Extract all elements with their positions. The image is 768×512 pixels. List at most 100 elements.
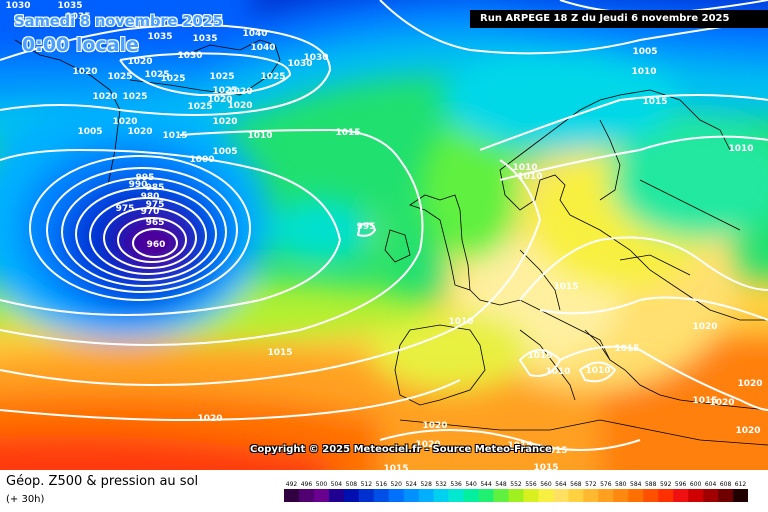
scale-label: 604 [705, 481, 717, 488]
isobar-label: 1035 [147, 32, 172, 42]
isobar-label: 1020 [415, 440, 440, 450]
isobar-label: 1020 [127, 57, 152, 67]
scale-swatch [703, 489, 719, 502]
lead-time: (+ 30h) [6, 494, 45, 505]
isobar-label: 1015 [162, 131, 187, 141]
isobar-label: 1010 [517, 172, 542, 182]
isobar-label: 1020 [92, 92, 117, 102]
isobar-label: 1010 [448, 317, 473, 327]
scale-swatch [493, 489, 509, 502]
coastlines [14, 39, 768, 446]
isobar-label: 1020 [422, 421, 447, 431]
isobar-label: 1030 [5, 1, 30, 11]
isobar-label: 1005 [77, 127, 102, 137]
scale-label: 512 [361, 481, 373, 488]
scale-label: 540 [465, 481, 477, 488]
scale-swatch [568, 489, 584, 502]
scale-swatch [658, 489, 674, 502]
model-run-info: Run ARPEGE 18 Z du Jeudi 6 novembre 2025 [470, 10, 768, 28]
isobar-label: 975 [116, 204, 135, 214]
isobar-label: 1020 [709, 398, 734, 408]
scale-swatch [613, 489, 629, 502]
isobar-label: 1015 [542, 446, 567, 456]
isobar-label: 1025 [160, 74, 185, 84]
color-scale-legend: 492 496 500 504 508 512 516 520 524 528 532 536 540 5… [284, 481, 748, 502]
scale-swatch [523, 489, 539, 502]
scale-swatch [478, 489, 494, 502]
isobar-label: 985 [146, 183, 165, 193]
isobar-label: 1015 [553, 282, 578, 292]
isobar-label: 1020 [207, 95, 232, 105]
isobar-label: 1035 [57, 1, 82, 11]
scale-swatch [463, 489, 479, 502]
scale-label: 528 [420, 481, 432, 488]
isobar-label: 1020 [127, 127, 152, 137]
scale-label: 608 [720, 481, 732, 488]
isobar-label: 1040 [242, 29, 267, 39]
isobar-label: 1015 [383, 464, 408, 470]
isobar-label: 1015 [335, 128, 360, 138]
scale-label: 600 [690, 481, 702, 488]
scale-swatch [328, 489, 345, 502]
scale-label: 588 [645, 481, 657, 488]
scale-swatch [418, 489, 434, 502]
isobar-label: 1035 [192, 34, 217, 44]
scale-swatch [448, 489, 464, 502]
isobar-label: 1020 [737, 379, 762, 389]
scale-swatch [358, 489, 375, 502]
scale-swatch [583, 489, 599, 502]
scale-swatch [553, 489, 569, 502]
scale-label: 568 [570, 481, 582, 488]
isobar-label: 1025 [122, 92, 147, 102]
scale-label: 504 [331, 481, 343, 488]
scale-label: 532 [435, 481, 447, 488]
isobar-label: 1000 [189, 155, 214, 165]
isobar-label: 1010 [512, 163, 537, 173]
scale-label: 560 [540, 481, 552, 488]
isobar-label: 1025 [144, 70, 169, 80]
isobar-label: 1010 [728, 144, 753, 154]
forecast-time-title: 0:00 locale [22, 34, 139, 56]
isobar-label: 1020 [227, 101, 252, 111]
isobar-label: 1040 [250, 43, 275, 53]
scale-label: 516 [376, 481, 388, 488]
scale-label: 592 [660, 481, 672, 488]
isobar-label: 1025 [107, 72, 132, 82]
isobar-label: 1020 [735, 426, 760, 436]
scale-label: 524 [405, 481, 417, 488]
scale-swatch [733, 489, 748, 502]
copyright-notice: Copyright © 2025 Meteociel.fr - Source M… [250, 444, 552, 455]
scale-swatch [643, 489, 659, 502]
isobar-label: 1025 [209, 72, 234, 82]
isobar-label: 1020 [227, 87, 252, 97]
isobar-label: 1015 [533, 463, 558, 470]
scale-label: 596 [675, 481, 687, 488]
scale-swatch [508, 489, 524, 502]
scale-label: 492 [286, 481, 298, 488]
isobar-label: 995 [136, 173, 155, 183]
isobar-label: 1030 [303, 53, 328, 63]
scale-swatch [284, 489, 300, 502]
isobar-label: 1005 [212, 147, 237, 157]
scale-swatch [718, 489, 734, 502]
scale-label: 572 [585, 481, 597, 488]
scale-label: 536 [450, 481, 462, 488]
isobar-label: 1015 [642, 97, 667, 107]
scale-label: 520 [391, 481, 403, 488]
isobar-label: 1015 [267, 348, 292, 358]
scale-swatch [298, 489, 315, 502]
isobar-label: 1015 [614, 344, 639, 354]
isobar-label: 990 [129, 180, 148, 190]
scale-label: 552 [510, 481, 522, 488]
isobar-label: 1025 [212, 86, 237, 96]
isobar-label: 975 [146, 200, 165, 210]
scale-swatch [433, 489, 449, 502]
isobar-label: 1010 [247, 131, 272, 141]
scale-label: 584 [630, 481, 642, 488]
scale-label: 548 [495, 481, 507, 488]
scale-label: 500 [316, 481, 328, 488]
scale-swatch [388, 489, 405, 502]
isobar-label: 980 [141, 192, 160, 202]
